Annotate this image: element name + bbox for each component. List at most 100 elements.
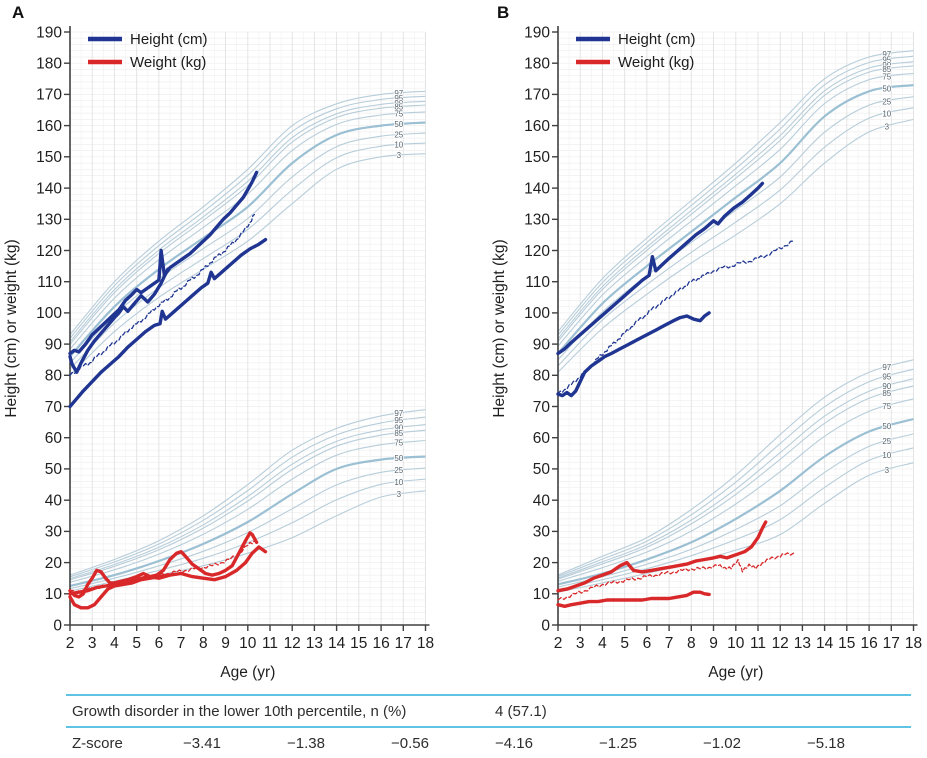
- y-tick-label: 30: [533, 524, 551, 541]
- y-tick-label: 110: [37, 274, 62, 291]
- percentile-label-weight-90: 90: [394, 423, 403, 432]
- x-tick-label: 13: [794, 635, 811, 652]
- zscore-value-2: −1.38: [287, 735, 325, 752]
- percentile-label-weight-3: 3: [885, 466, 890, 475]
- zscore-value-3: −0.56: [391, 735, 429, 752]
- x-tick-label: 6: [155, 635, 164, 652]
- x-tick-label: 9: [709, 635, 718, 652]
- percentile-label-height-50: 50: [882, 84, 891, 93]
- percentile-curve-weight-90: [69, 424, 426, 580]
- y-tick-label: 10: [533, 586, 551, 603]
- y-tick-label: 70: [45, 399, 63, 416]
- x-tick-label: 17: [395, 635, 412, 652]
- y-tick-label: 130: [36, 212, 62, 229]
- y-tick-label: 140: [524, 180, 550, 197]
- percentile-label-height-75: 75: [882, 73, 891, 82]
- x-tick-label: 2: [66, 635, 75, 652]
- percentile-label-height-75: 75: [394, 109, 403, 118]
- percentile-label-weight-10: 10: [882, 451, 891, 460]
- x-tick-label: 3: [88, 635, 97, 652]
- percentile-curve-height-85: [557, 65, 914, 342]
- gridlines-A: [70, 31, 426, 625]
- percentile-curve-height-50: [69, 121, 426, 358]
- x-tick-label: 6: [643, 635, 652, 652]
- x-tick-label: 13: [306, 635, 323, 652]
- patient-1-weight-line: [68, 531, 259, 599]
- percentile-label-weight-50: 50: [394, 454, 403, 463]
- y-tick-label: 50: [533, 461, 551, 478]
- y-axis-title: Height (cm) or weight (kg): [491, 239, 508, 417]
- percentile-curve-weight-50: [69, 455, 426, 588]
- percentile-label-height-25: 25: [394, 131, 403, 140]
- y-tick-label: 20: [45, 555, 63, 572]
- percentile-label-height-90: 90: [882, 61, 891, 70]
- percentile-label-height-10: 10: [394, 141, 403, 150]
- x-tick-label: 17: [883, 635, 900, 652]
- x-tick-label: 14: [328, 635, 346, 652]
- x-tick-label: 4: [598, 635, 607, 652]
- x-tick-label: 12: [284, 635, 301, 652]
- percentile-curve-height-85: [69, 104, 426, 345]
- percentile-label-weight-10: 10: [394, 478, 403, 487]
- patient-6-weight-line: [556, 590, 711, 608]
- y-tick-label: 110: [525, 274, 550, 291]
- patient-3-height-line: [68, 237, 268, 409]
- y-tick-label: 100: [524, 305, 550, 322]
- percentile-label-weight-75: 75: [394, 439, 403, 448]
- legend-B: Height (cm) Weight (kg): [576, 31, 696, 71]
- y-tick-label: 150: [524, 149, 550, 166]
- growth-disorder-value: 4 (57.1): [495, 703, 547, 720]
- y-tick-label: 60: [45, 430, 63, 447]
- y-tick-label: 190: [524, 24, 550, 41]
- percentile-curve-height-97: [69, 90, 426, 336]
- percentile-curve-weight-95: [557, 368, 914, 578]
- percentile-label-weight-3: 3: [397, 490, 402, 499]
- x-tick-label: 18: [905, 635, 922, 652]
- x-tick-label: 15: [350, 635, 367, 652]
- percentile-curve-height-3: [69, 153, 426, 376]
- table-row-growth-disorder: Growth disorder in the lower 10th percen…: [66, 694, 911, 726]
- percentile-curve-height-75: [557, 72, 914, 347]
- percentile-curve-weight-10: [557, 447, 914, 591]
- percentile-curve-height-90: [69, 100, 426, 343]
- x-tick-label: 4: [110, 635, 119, 652]
- y-tick-label: 160: [524, 118, 550, 135]
- percentile-label-height-97: 97: [882, 50, 891, 59]
- patient-series-B: [556, 181, 795, 608]
- gridlines-B: [558, 31, 914, 625]
- y-tick-label: 90: [45, 336, 63, 353]
- percentile-curve-weight-95: [69, 416, 426, 578]
- percentile-label-weight-85: 85: [394, 429, 403, 438]
- y-tick-label: 0: [541, 617, 550, 634]
- patient-series-A: [68, 170, 268, 610]
- percentile-curve-height-97: [557, 50, 914, 332]
- y-tick-label: 10: [45, 586, 63, 603]
- percentile-curve-weight-85: [557, 385, 914, 580]
- percentile-label-height-10: 10: [882, 110, 891, 119]
- percentile-curve-weight-90: [557, 378, 914, 579]
- patient-5-weight-line: [556, 520, 768, 593]
- percentile-label-height-97: 97: [394, 89, 403, 98]
- x-tick-label: 7: [177, 635, 186, 652]
- panel-label-B: B: [497, 3, 509, 22]
- percentile-curve-height-75: [69, 111, 426, 350]
- percentile-label-weight-95: 95: [394, 416, 403, 425]
- x-tick-label: 2: [554, 635, 563, 652]
- growth-charts-svg: 9795908575502510397959085755025103010203…: [3, 3, 922, 681]
- percentile-label-weight-75: 75: [882, 402, 891, 411]
- percentile-curve-weight-25: [69, 467, 426, 590]
- percentile-label-weight-50: 50: [882, 422, 891, 431]
- percentile-label-weight-90: 90: [882, 382, 891, 391]
- x-axis-title: Age (yr): [708, 664, 763, 681]
- percentile-label-weight-95: 95: [882, 372, 891, 381]
- x-tick-label: 7: [665, 635, 674, 652]
- percentile-label-height-25: 25: [882, 97, 891, 106]
- x-tick-label: 12: [772, 635, 789, 652]
- y-tick-label: 180: [524, 56, 550, 73]
- percentile-curve-weight-25: [557, 433, 914, 588]
- percentile-curve-weight-85: [69, 429, 426, 581]
- x-tick-label: 8: [687, 635, 696, 652]
- y-tick-label: 120: [524, 243, 550, 260]
